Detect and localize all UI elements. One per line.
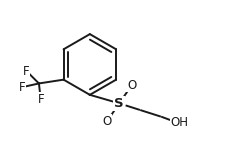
Text: F: F	[37, 93, 44, 106]
Text: F: F	[19, 81, 25, 94]
Text: O: O	[102, 115, 112, 128]
Text: S: S	[114, 97, 124, 110]
Text: F: F	[23, 65, 30, 78]
Text: O: O	[127, 79, 136, 92]
Text: OH: OH	[171, 116, 189, 129]
